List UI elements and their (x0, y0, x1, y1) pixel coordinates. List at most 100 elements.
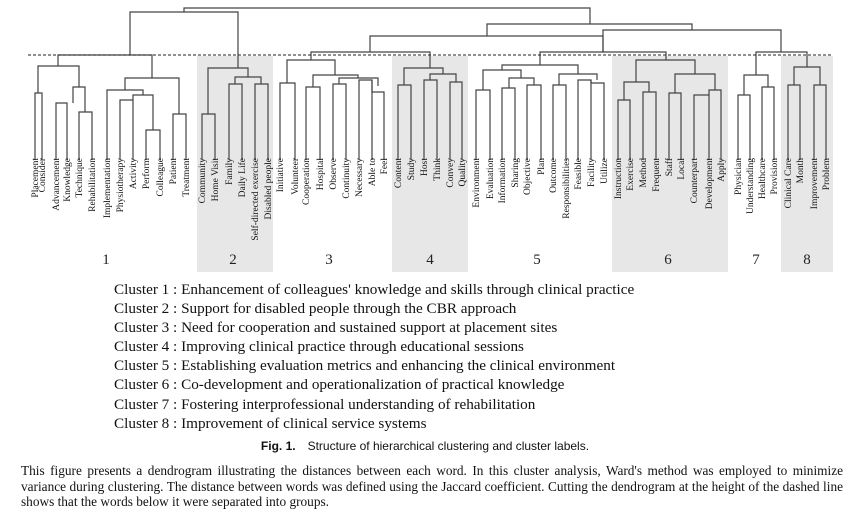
leaf-word: Perform (141, 157, 152, 189)
dendrogram-link (743, 74, 769, 95)
leaf-word: Counterpart (690, 158, 700, 204)
cluster-shade (781, 56, 833, 272)
leaf-word: Environment (472, 158, 482, 208)
leaf-word: Instruction (614, 158, 624, 199)
leaf-word: Objective (523, 158, 533, 195)
dendrogram-link (119, 99, 134, 160)
leaf-word: Provision (770, 158, 780, 195)
dendrogram-link (55, 102, 68, 160)
dendrogram-link (693, 94, 710, 160)
leaf-word: Understanding (746, 158, 756, 214)
leaf-word: Responsibilities (562, 158, 572, 219)
leaf-word: Physician (734, 158, 744, 195)
dendrogram-link (403, 67, 444, 85)
dendrogram-link (34, 92, 43, 160)
leaf-word: Outcome (549, 158, 559, 193)
leaf-word: Activity (129, 158, 139, 189)
leaf-word: Feel (380, 158, 390, 175)
cluster-number: 3 (325, 252, 333, 268)
leaf-word: Month (796, 158, 806, 184)
cluster-number: 4 (426, 252, 434, 268)
leaf-word: Problem (822, 157, 832, 190)
dendrogram-link (305, 86, 321, 160)
cluster-label: Cluster 1 : Enhancement of colleagues' k… (114, 281, 635, 298)
dendrogram-link (358, 79, 373, 160)
cluster-number: 7 (752, 252, 760, 268)
leaf-word: Cooperation (302, 158, 312, 205)
leaf-word: Daily Life (237, 158, 248, 197)
cluster-number: 2 (229, 252, 237, 268)
leaf-word: Knowledge (63, 158, 73, 202)
dendrogram-link (207, 67, 249, 114)
dendrogram-link (590, 80, 605, 160)
dendrogram-link (482, 69, 522, 90)
dendrogram-link (371, 80, 385, 160)
dendrogram-link (602, 29, 782, 52)
leaf-word: Volunteer (291, 157, 301, 195)
leaf-word: Feasible (574, 158, 584, 190)
leaf-word: Technique (75, 158, 85, 197)
dendrogram-link (369, 35, 604, 52)
leaf-word: Facility (587, 158, 597, 187)
dendrogram-link (552, 84, 567, 160)
leaf-word: Development (705, 158, 715, 210)
leaf-word: Utilize (600, 158, 610, 184)
dendrogram-link (737, 94, 751, 160)
cluster-number: 5 (533, 252, 541, 268)
cluster-label-list: Cluster 1 : Enhancement of colleagues' k… (114, 280, 634, 433)
leaf-word: Study (407, 158, 417, 180)
figure-title: Structure of hierarchical clustering and… (307, 439, 590, 453)
leaf-word: Patient (169, 158, 179, 185)
leaf-word: Local (677, 158, 687, 180)
dendrogram-link (183, 7, 591, 24)
cluster-number: 6 (664, 252, 672, 268)
dendrogram-link (312, 74, 359, 87)
cluster-label: Cluster 6 : Co-development and operation… (114, 376, 565, 394)
leaf-word: Healthcare (758, 158, 768, 199)
leaf-word: Family (225, 158, 235, 185)
leaf-word: Information (497, 158, 508, 204)
leaf-word: Plan (537, 158, 547, 175)
cluster-label: Cluster 7 : Fostering interprofessional … (114, 395, 536, 413)
leaf-word: Advancement (52, 158, 62, 211)
leaf-word: Improvement (810, 158, 820, 210)
dendrogram-link (145, 129, 161, 160)
dendrogram-link (761, 86, 775, 160)
dendrogram-link (279, 82, 296, 160)
dendrogram-link (72, 86, 86, 112)
leaf-word: Placement (31, 158, 41, 198)
leaf-word: Continuity (342, 158, 352, 199)
leaf-word: Self-directed exercise (250, 158, 261, 241)
dendrogram-link (508, 77, 535, 88)
leaf-word: Colleague (156, 158, 166, 197)
figure-number: Fig. 1. (260, 439, 296, 453)
cluster-shade (392, 56, 468, 272)
cluster-label: Cluster 2 : Support for disabled people … (114, 300, 517, 318)
leaf-word: Consider (38, 157, 48, 192)
leaf-word: Exercise (626, 158, 636, 191)
cluster-label: Cluster 3 : Need for cooperation and sus… (114, 319, 558, 337)
leaf-word: Convey (446, 158, 456, 188)
leaf-word: Physiotherapy (116, 158, 126, 213)
leaf-word: Implementation (103, 158, 113, 218)
cluster-number: 8 (803, 252, 811, 268)
dendrogram-link (332, 83, 347, 160)
leaf-word: Rehabilitation (88, 158, 98, 212)
leaf-word: Community (198, 158, 208, 204)
dendrogram-link (577, 79, 592, 160)
leaf-word: Able to (368, 158, 378, 186)
leaf-word: Initiative (276, 158, 286, 192)
leaf-word: Hospital (316, 158, 326, 191)
leaf-word: Evaluation (486, 158, 496, 199)
leaf-word: Host (420, 158, 430, 176)
leaf-word: Method (639, 158, 649, 188)
leaf-word: Observe (329, 158, 339, 190)
dendrogram-link (475, 89, 491, 160)
leaf-word: Apply (717, 158, 727, 182)
dendrogram-link (286, 59, 336, 83)
dendrogram-link (172, 113, 187, 160)
dendrogram-link (78, 111, 93, 160)
leaf-word: Necessary (355, 158, 365, 197)
leaf-word: Treatment (182, 158, 192, 197)
